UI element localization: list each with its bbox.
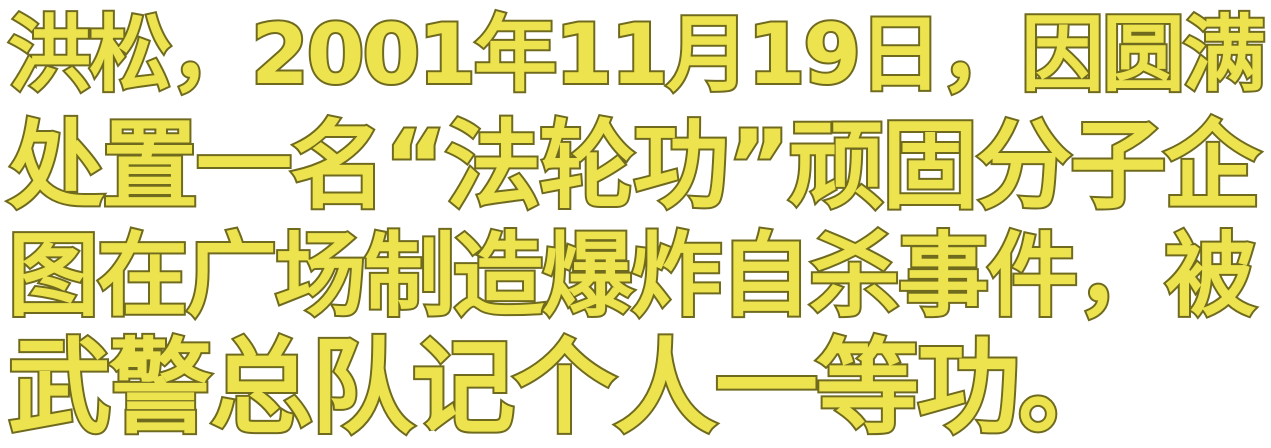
caption-line-3: 图在广场制造爆炸自杀事件，被: [6, 222, 1258, 331]
caption-line-1: 洪松，2001年11月19日，因圆满: [6, 4, 1268, 105]
caption-line-2: 处置一名“法轮功”顽固分子企: [6, 109, 1262, 223]
caption-line-4: 武警总队记个人一等功。: [6, 328, 1123, 448]
caption-text-block: 洪松，2001年11月19日，因圆满 处置一名“法轮功”顽固分子企 图在广场制造…: [6, 0, 1268, 448]
